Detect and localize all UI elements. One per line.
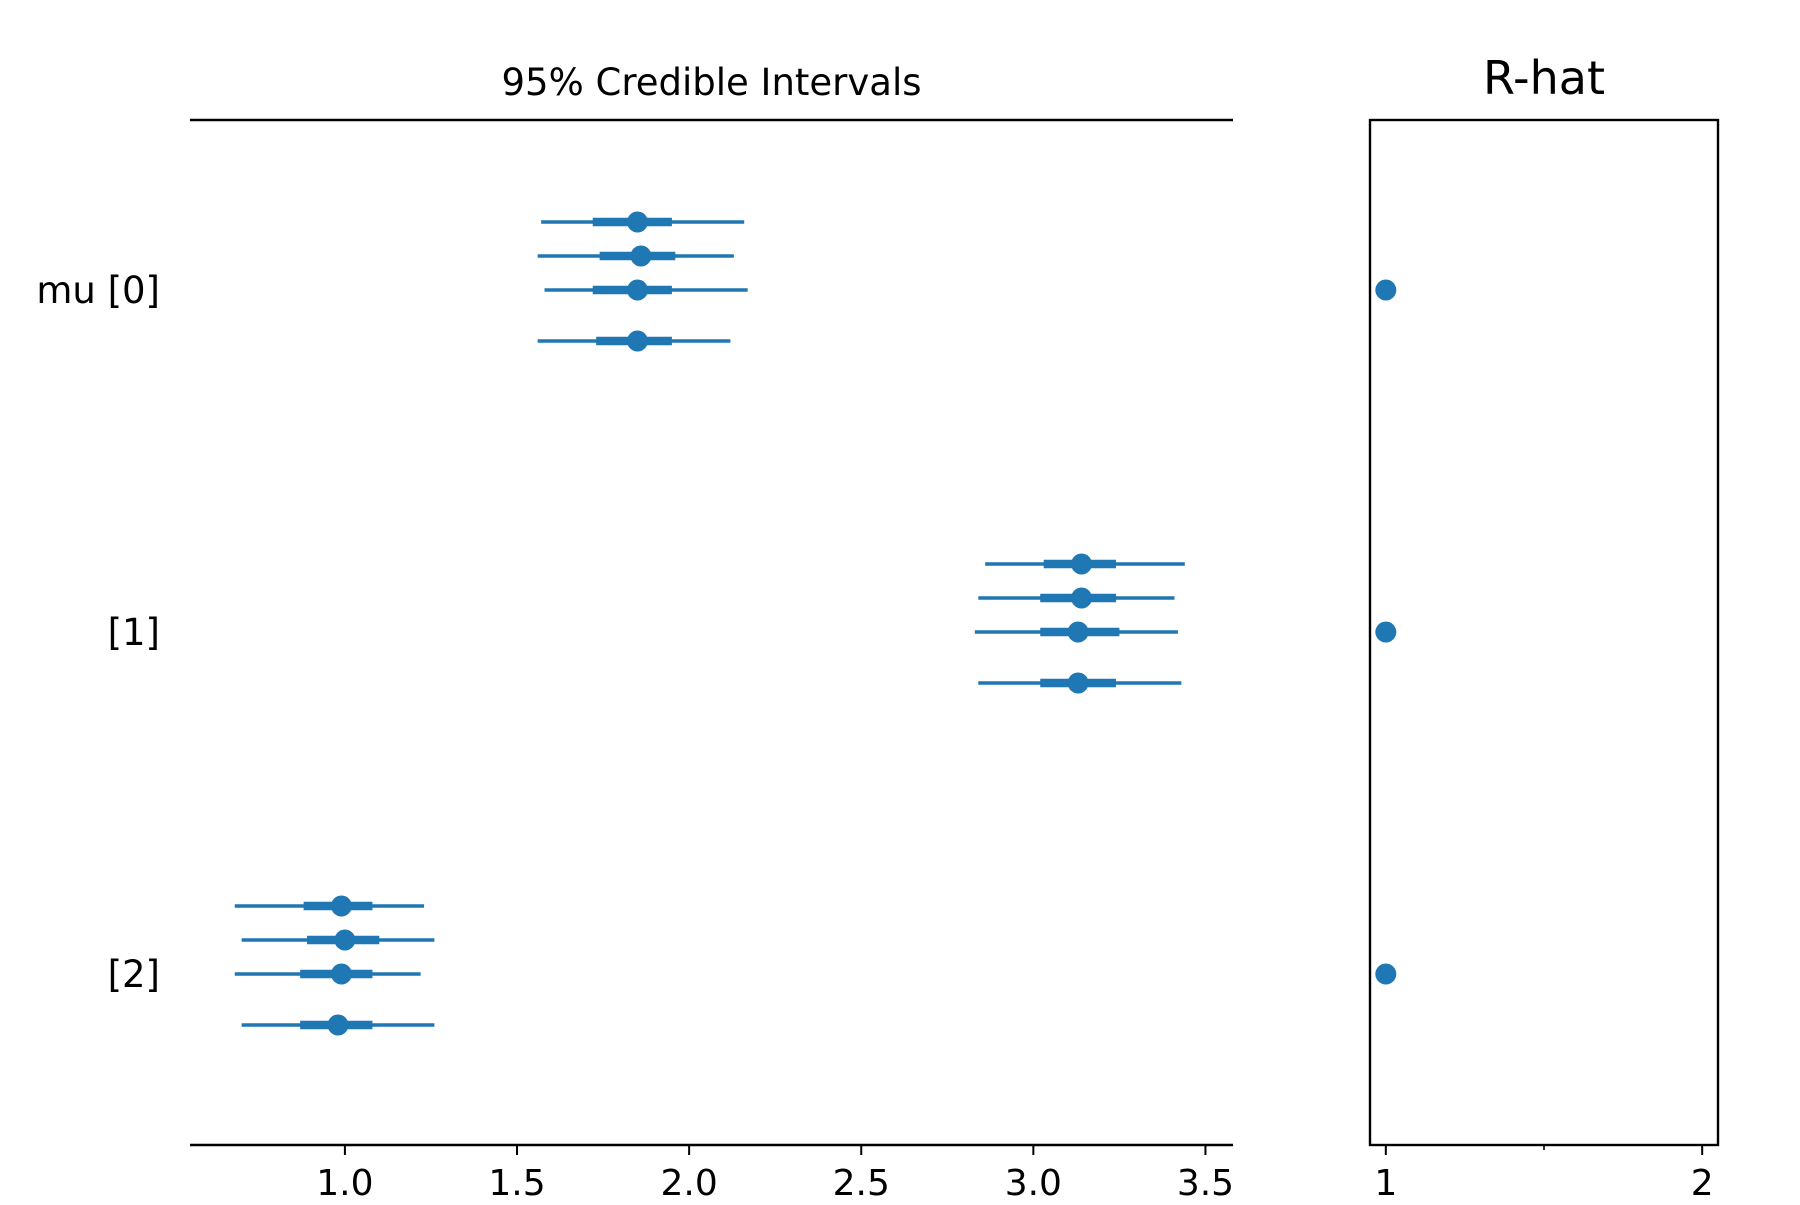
rhat-point	[1375, 963, 1397, 985]
forest-y-label: mu [0]	[36, 269, 160, 312]
rhat-x-tick-label: 1	[1374, 1163, 1397, 1200]
chain-mean-point	[1067, 672, 1089, 694]
chain-mean-point	[327, 1014, 349, 1036]
chain-mean-point	[1067, 621, 1089, 643]
rhat-panel: R-hat 1 2	[1368, 51, 1720, 1204]
chain-mean-point	[626, 330, 648, 352]
forest-x-tick-label: 1.5	[488, 1163, 545, 1200]
rhat-x-tick-label: 2	[1691, 1163, 1714, 1200]
chain-mean-point	[1071, 587, 1093, 609]
chain-mean-point	[630, 245, 652, 267]
forest-panel: 95% Credible Intervals 1.0 1.5 2.0 2.5 3.0 3.5…	[36, 61, 1234, 1204]
chain-mean-point	[626, 211, 648, 233]
rhat-frame	[1368, 118, 1720, 1147]
forest-title: 95% Credible Intervals	[501, 61, 921, 104]
rhat-point	[1375, 279, 1397, 301]
rhat-title: R-hat	[1483, 51, 1605, 105]
chain-mean-point	[330, 895, 352, 917]
chain-mean-point	[334, 929, 356, 951]
forest-x-tick-label: 3.0	[1005, 1163, 1062, 1200]
forest-x-tick-label: 3.5	[1177, 1163, 1234, 1200]
chain-mean-point	[1071, 553, 1093, 575]
chain-mean-point	[330, 963, 352, 985]
forest-x-tick-label: 1.0	[316, 1163, 373, 1200]
rhat-point	[1375, 621, 1397, 643]
chain-mean-point	[626, 279, 648, 301]
forest-y-label: [2]	[108, 953, 160, 996]
forest-x-tick-label: 2.5	[833, 1163, 890, 1200]
forest-y-label: [1]	[108, 611, 160, 654]
forest-x-tick-label: 2.0	[660, 1163, 717, 1200]
